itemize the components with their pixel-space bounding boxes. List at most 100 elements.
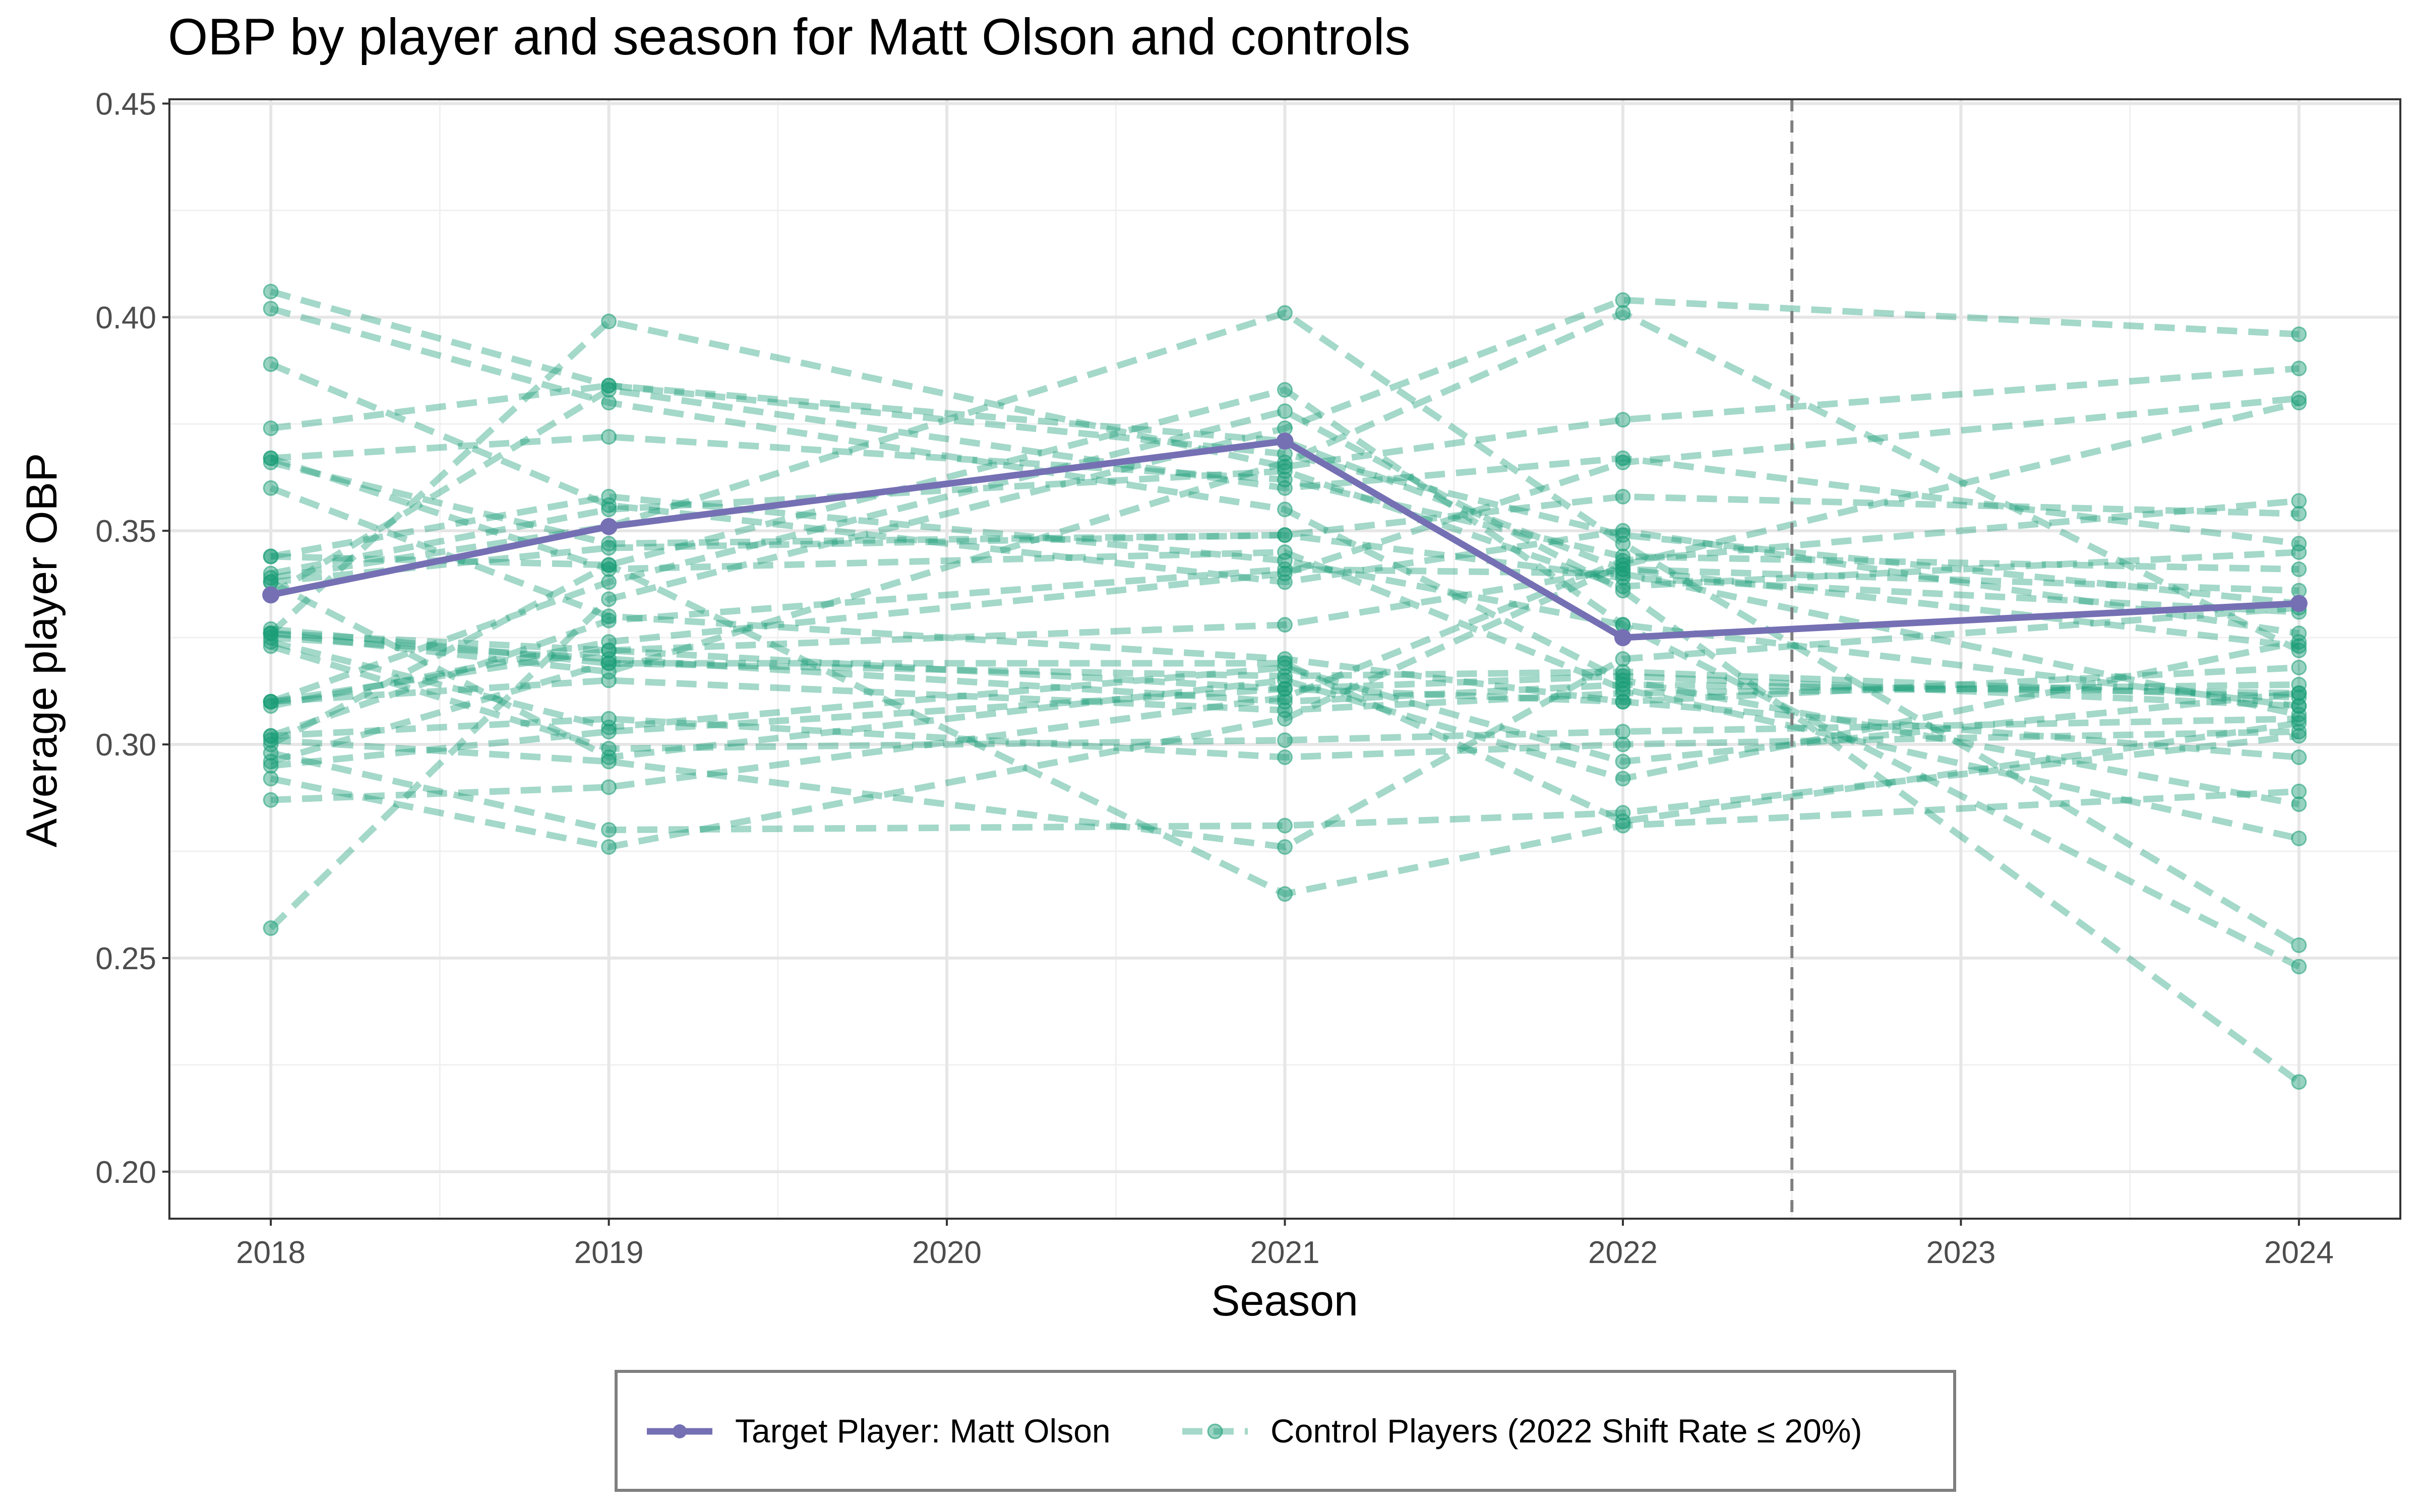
control-series-line — [270, 433, 2300, 573]
control-series-line — [270, 497, 2300, 803]
control-series-line — [269, 561, 2300, 898]
control-series-line — [270, 455, 2300, 842]
control-point — [1277, 668, 1293, 684]
control-point — [263, 480, 279, 496]
control-point — [1615, 753, 1631, 770]
control-point — [601, 612, 617, 628]
control-point — [601, 395, 617, 411]
control-point — [1615, 536, 1631, 552]
control-point — [2291, 831, 2307, 847]
x-tick-label: 2023 — [1926, 1235, 1995, 1270]
control-point — [2291, 711, 2307, 727]
control-series-line — [270, 395, 2300, 710]
control-point — [1615, 651, 1631, 667]
control-point — [601, 382, 617, 398]
control-series-line — [270, 309, 2301, 949]
control-point — [2291, 715, 2307, 731]
control-series-line — [270, 386, 2301, 970]
control-point — [1615, 557, 1631, 573]
control-series-line — [270, 566, 2300, 705]
control-point — [2291, 638, 2307, 654]
control-point — [601, 561, 617, 577]
control-point — [1615, 583, 1631, 599]
control-point — [2291, 634, 2307, 650]
control-point — [601, 741, 617, 757]
control-series-line — [270, 305, 2300, 808]
x-tick-label: 2022 — [1588, 1235, 1658, 1270]
control-point — [601, 711, 617, 727]
target-point — [1614, 629, 1631, 647]
control-point — [1277, 544, 1293, 560]
control-series-group — [263, 283, 2307, 1090]
control-point — [1615, 488, 1631, 505]
control-point — [2291, 493, 2307, 509]
control-point — [1615, 305, 1631, 321]
control-point — [1277, 305, 1293, 321]
control-point — [601, 724, 617, 740]
control-point — [1277, 817, 1293, 834]
legend: Target Player: Matt Olson Control Player… — [615, 1370, 1956, 1492]
y-axis-title: Average player OBP — [18, 453, 66, 847]
control-point — [1615, 736, 1631, 752]
control-point — [1615, 805, 1631, 821]
control-point — [263, 736, 279, 752]
control-point — [601, 488, 617, 505]
control-point — [2291, 326, 2307, 342]
control-series-line — [269, 386, 2300, 598]
control-point — [1277, 659, 1293, 675]
control-point — [2291, 707, 2307, 723]
control-point — [263, 450, 279, 466]
control-series-line — [270, 493, 2300, 710]
control-point — [263, 698, 279, 714]
control-point — [1615, 455, 1631, 471]
control-point — [1277, 672, 1293, 688]
control-point — [263, 300, 279, 317]
control-point — [1277, 694, 1293, 710]
control-point — [1615, 527, 1631, 543]
control-series-line — [269, 361, 2300, 637]
control-point — [263, 694, 279, 710]
control-series-line — [270, 634, 2299, 705]
control-point — [2291, 689, 2307, 706]
control-point — [1615, 724, 1631, 740]
control-point — [1615, 676, 1631, 692]
control-point — [1615, 664, 1631, 680]
control-point — [263, 548, 279, 564]
control-point — [1277, 480, 1293, 496]
control-point — [1277, 459, 1293, 475]
control-point — [263, 732, 279, 748]
target-point — [262, 586, 280, 604]
control-series-line — [270, 630, 2300, 710]
control-point — [1277, 711, 1293, 727]
control-point — [263, 283, 279, 299]
legend-box — [615, 1370, 1956, 1492]
control-series-line — [270, 382, 2300, 607]
control-point — [601, 536, 617, 552]
control-point — [1615, 817, 1631, 834]
control-point — [2291, 685, 2307, 701]
control-point — [601, 497, 617, 513]
control-point — [1615, 292, 1631, 308]
control-series-line — [270, 732, 2300, 834]
y-tick-label: 0.20 — [95, 1155, 156, 1190]
control-series-line — [270, 643, 2300, 752]
control-point — [1615, 548, 1631, 564]
control-point — [1277, 403, 1293, 419]
control-point — [1277, 501, 1293, 518]
control-series-line — [270, 532, 2300, 615]
control-series-line — [270, 677, 2299, 714]
control-point — [1277, 749, 1293, 765]
control-point — [263, 753, 279, 770]
control-point — [601, 591, 617, 607]
control-series-line — [270, 664, 2300, 769]
control-point — [1277, 382, 1293, 398]
control-series-line — [270, 660, 2300, 825]
control-point — [1277, 689, 1293, 706]
control-series-line — [268, 296, 2300, 931]
plot-area: 0.20 0.25 0.30 0.35 0.40 0.45 2018 2019 2020 2021… — [95, 87, 2401, 1270]
control-point — [1615, 668, 1631, 684]
y-tick-label: 0.40 — [95, 300, 156, 335]
control-point — [601, 643, 617, 659]
x-axis-title: Season — [1211, 1277, 1358, 1325]
